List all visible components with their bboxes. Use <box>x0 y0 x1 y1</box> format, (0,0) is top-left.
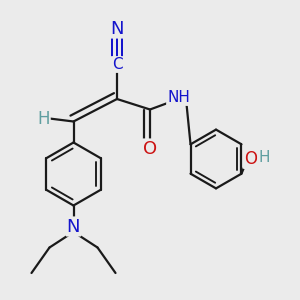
Text: NH: NH <box>167 90 190 105</box>
Text: O: O <box>244 150 257 168</box>
Text: O: O <box>143 140 157 158</box>
Text: H: H <box>258 150 270 165</box>
Text: C: C <box>112 57 122 72</box>
Text: N: N <box>110 20 124 38</box>
Text: N: N <box>67 218 80 236</box>
Text: H: H <box>37 110 50 128</box>
